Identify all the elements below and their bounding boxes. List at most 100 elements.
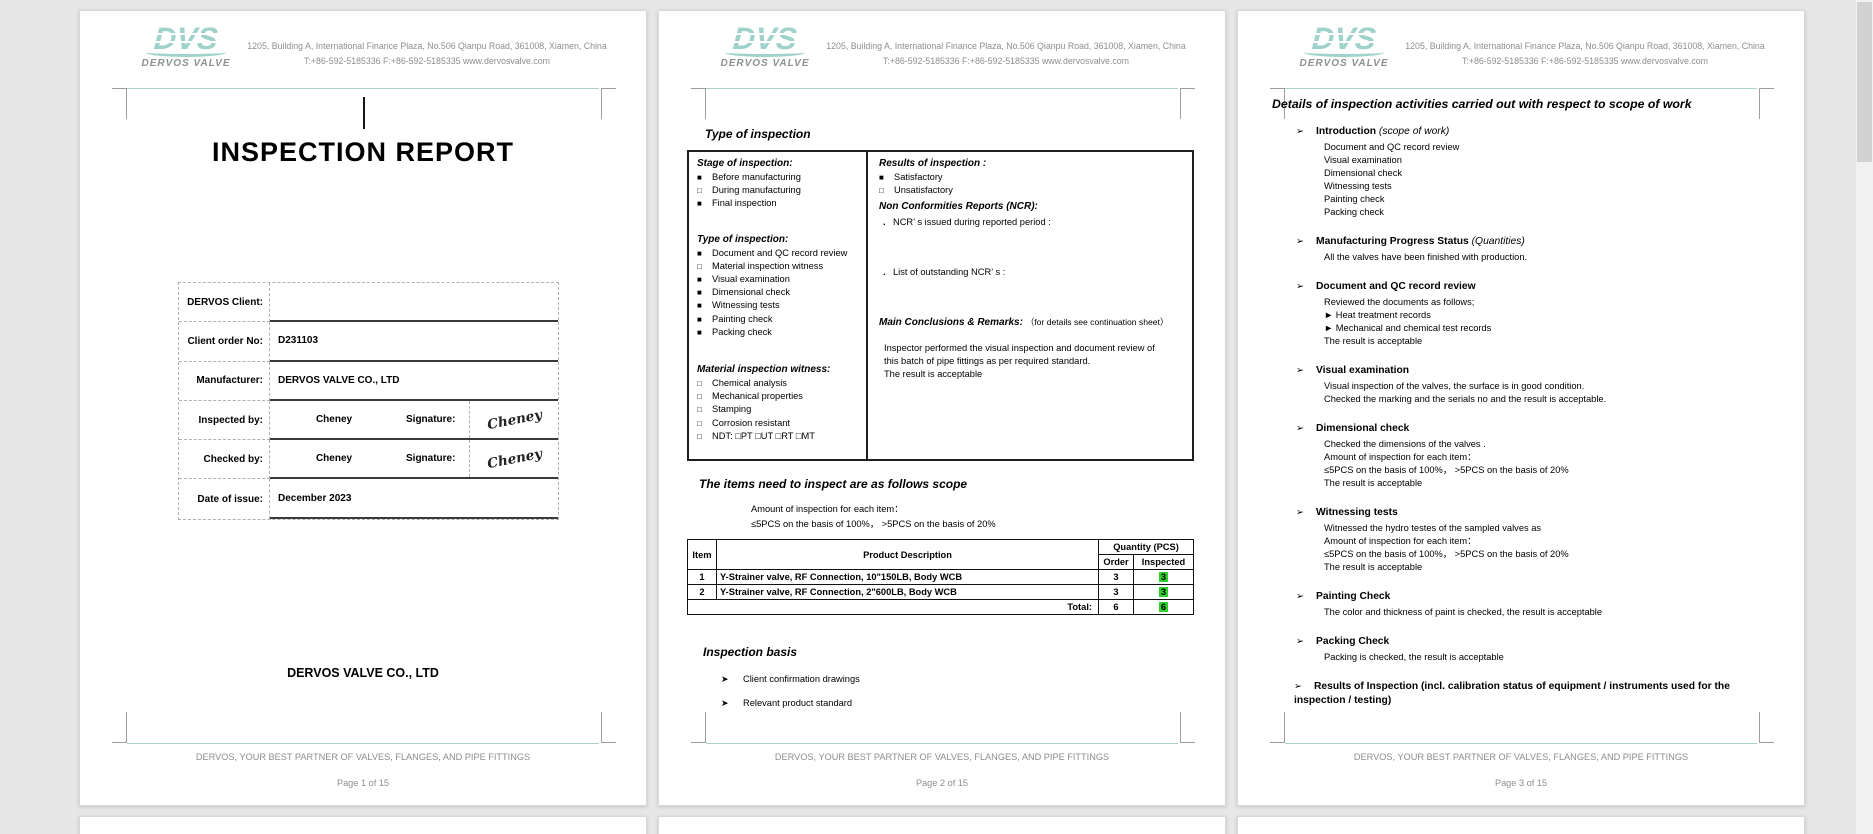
- checklist-item: ■ Document and QC record review: [697, 247, 862, 260]
- page-number: Page 2 of 15: [915, 778, 969, 788]
- checkbox-glyph: ■: [697, 248, 702, 258]
- group-heading: Type of inspection:: [697, 233, 789, 245]
- spacer: [697, 339, 862, 363]
- basis-item: ➤ Client confirmation drawings: [721, 673, 860, 686]
- margin-crop-mark: [691, 88, 706, 119]
- inspection-section: ➢ Dimensional check Checked the dimension…: [1278, 422, 1776, 490]
- checklist-item-label: NDT: □PT □UT □RT □MT: [712, 430, 815, 441]
- section-heading-text: Dimensional check: [1316, 423, 1410, 434]
- dot-bullet: .: [883, 267, 886, 278]
- group-heading: Material inspection witness:: [697, 364, 831, 376]
- section-lines: The color and thickness of paint is chec…: [1278, 606, 1776, 619]
- section-line: Visual examination: [1324, 155, 1402, 165]
- checkbox-glyph: □: [697, 186, 702, 196]
- header-rule: [1285, 88, 1757, 89]
- table-row: Client order No: D231103: [179, 322, 558, 362]
- vertical-scrollbar[interactable]: [1856, 0, 1873, 834]
- logo-swoosh-icon: [1304, 48, 1384, 57]
- dot-bullet: .: [883, 217, 886, 228]
- table-header-row: Order Inspected: [688, 554, 1194, 570]
- arrow-bullet-icon: ➢: [1296, 126, 1304, 137]
- checklist: ■ Satisfactory □ Unsatisfactory: [879, 171, 1186, 197]
- company-address: 1205, Building A, International Finance …: [1388, 39, 1782, 69]
- section-lines: Visual inspection of the valves, the sur…: [1278, 380, 1776, 406]
- column-header-item: Item: [687, 539, 717, 570]
- address-line-1: 1205, Building A, International Finance …: [1405, 41, 1765, 51]
- logo-stripe: [152, 41, 220, 43]
- checklist-item: □ Corrosion resistant: [697, 417, 862, 430]
- header-rule: [127, 88, 599, 89]
- scrollbar-thumb[interactable]: [1857, 2, 1872, 162]
- item-number: 2: [687, 584, 717, 600]
- arrow-bullet-icon: ➤: [721, 674, 729, 684]
- margin-crop-mark: [1180, 88, 1195, 119]
- section-line: Document and QC record review: [1324, 142, 1460, 152]
- inspection-section: ➢ Visual examination Visual inspection of…: [1278, 364, 1776, 406]
- group-heading: Main Conclusions & Remarks: （for details…: [879, 315, 1186, 330]
- order-quantity: 3: [1098, 584, 1134, 600]
- inspected-quantity: 3: [1133, 584, 1194, 600]
- section-line: Amount of inspection for each item：: [1324, 452, 1477, 462]
- checkbox-glyph: ■: [697, 301, 702, 311]
- checklist-item: □ Unsatisfactory: [879, 184, 1186, 197]
- footer-tagline: DERVOS, YOUR BEST PARTNER OF VALVES, FLA…: [774, 752, 1110, 762]
- amount-note-1: Amount of inspection for each item：: [751, 504, 904, 514]
- group-heading: Non Conformities Reports (NCR):: [879, 201, 1038, 213]
- checkbox-glyph: ■: [697, 199, 702, 209]
- inspected-quantity: 3: [1133, 569, 1194, 585]
- inspection-section: ➢ Painting Check The color and thickness …: [1278, 590, 1776, 619]
- checkbox-glyph: □: [697, 405, 702, 415]
- table-row: DERVOS Client:: [179, 283, 558, 323]
- paragraph-line: Inspector performed the visual inspectio…: [884, 343, 1155, 354]
- section-heading: ➢ Painting Check: [1278, 590, 1776, 604]
- checklist-item: □ Mechanical properties: [697, 390, 862, 403]
- basis-item-label: Client confirmation drawings: [743, 674, 860, 684]
- row-label: Client order No:: [179, 322, 270, 362]
- section-heading-text: Document and QC record review: [1316, 281, 1476, 292]
- logo-stripe: [152, 33, 220, 35]
- footer-rule: [127, 743, 599, 744]
- margin-crop-mark: [1759, 88, 1774, 119]
- row-label: DERVOS Client:: [179, 283, 270, 323]
- table-row: Checked by: Cheney Signature: Cheney: [179, 440, 558, 480]
- section-heading-text: Painting Check: [1316, 591, 1391, 602]
- company-name-line: DERVOS VALVE CO., LTD: [287, 666, 439, 680]
- inspection-matrix-table: Stage of inspection: ■ Before manufacturi…: [687, 150, 1194, 461]
- section-heading: ➢ Document and QC record review: [1278, 280, 1776, 294]
- conclusions-note: （for details see continuation sheet）: [1025, 317, 1169, 328]
- logo-stripe: [1310, 41, 1378, 43]
- page-number: Page 1 of 15: [336, 778, 390, 788]
- column-header-quantity: Quantity (PCS): [1098, 539, 1194, 555]
- section-heading-suffix: (Quantities): [1468, 236, 1525, 247]
- signature-label: Signature:: [406, 414, 456, 426]
- total-row: Total: 6 6: [686, 599, 1194, 615]
- logo-caption: DERVOS VALVE: [1299, 58, 1389, 69]
- section-heading-text: Visual examination: [1316, 365, 1410, 376]
- margin-crop-mark: [112, 88, 127, 119]
- section-line: The result is acceptable: [1324, 562, 1423, 572]
- checklist-item-label: Stamping: [712, 404, 752, 415]
- paragraph-line: The result is acceptable: [884, 369, 983, 380]
- checklist-item-label: Final inspection: [712, 198, 777, 209]
- section-line: All the valves have been finished with p…: [1324, 252, 1528, 262]
- section-lines: Packing is checked, the result is accept…: [1278, 651, 1776, 664]
- signature-cell: Cheney: [469, 440, 558, 478]
- checkbox-glyph: ■: [697, 173, 702, 182]
- section-heading-text: Introduction: [1316, 126, 1377, 137]
- footer-tagline: DERVOS, YOUR BEST PARTNER OF VALVES, FLA…: [195, 752, 531, 762]
- section-heading: ➢ Packing Check: [1278, 635, 1776, 649]
- items-table: Item Product Description Quantity (PCS) …: [686, 539, 1194, 615]
- section-line: Dimensional check: [1324, 168, 1403, 178]
- checkbox-glyph: □: [879, 186, 884, 196]
- checkbox-glyph: ■: [697, 327, 702, 337]
- details-title: Details of inspection activities carried…: [1272, 97, 1692, 111]
- document-page-3: DVS DERVOS VALVE 1205, Building A, Inter…: [1237, 10, 1805, 806]
- section-line: Checked the dimensions of the valves .: [1324, 439, 1486, 449]
- arrow-bullet-icon: ➢: [1296, 281, 1304, 292]
- section-lines: Checked the dimensions of the valves . Am…: [1278, 438, 1776, 490]
- logo-stripe: [731, 41, 799, 43]
- ncr-line: . List of outstanding NCR’ s :: [879, 266, 1186, 279]
- checkbox-glyph: □: [697, 261, 702, 271]
- margin-crop-mark: [1270, 712, 1285, 743]
- checklist-item-label: Material inspection witness: [712, 260, 824, 271]
